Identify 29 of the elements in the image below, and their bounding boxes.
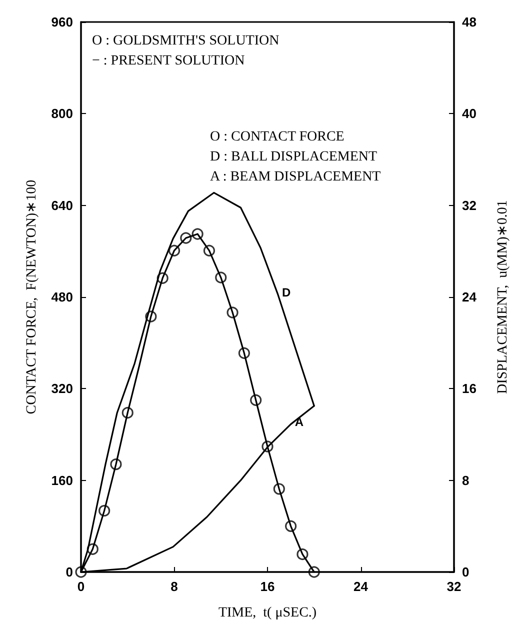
x-tick-label: 16 bbox=[260, 579, 275, 594]
y2-tick-label: 8 bbox=[462, 472, 470, 488]
y2-tick-label: 16 bbox=[462, 381, 476, 396]
annotation: A : BEAM DISPLACEMENT bbox=[210, 170, 382, 184]
y-tick-label: 960 bbox=[51, 14, 73, 30]
y-tick-label: 640 bbox=[51, 198, 73, 213]
x-tick-label: 8 bbox=[170, 579, 178, 594]
annotation: O : GOLDSMITH'S SOLUTION bbox=[92, 34, 280, 48]
y-tick-label: 160 bbox=[51, 472, 73, 488]
y-tick-label: 320 bbox=[51, 381, 73, 396]
y-tick-label: 0 bbox=[66, 564, 73, 580]
y2-tick-label: 40 bbox=[462, 106, 476, 122]
y2-tick-label: 48 bbox=[462, 14, 476, 30]
x-axis-title: TIME, t( μSEC.) bbox=[218, 606, 317, 620]
annotation: D : BALL DISPLACEMENT bbox=[210, 150, 378, 164]
y2-axis-title: DISPLACEMENT, u(MM)∗0.01 bbox=[496, 200, 510, 394]
y2-tick-label: 24 bbox=[462, 290, 478, 304]
y-tick-label: 480 bbox=[51, 290, 73, 304]
annotation: D bbox=[282, 286, 291, 300]
y2-tick-label: 32 bbox=[462, 198, 476, 213]
x-tick-label: 24 bbox=[354, 579, 369, 594]
x-tick-label: 0 bbox=[77, 579, 85, 594]
annotation: − : PRESENT SOLUTION bbox=[92, 54, 245, 68]
annotation: O : CONTACT FORCE bbox=[210, 130, 344, 144]
y-axis-title: CONTACT FORCE, F(NEWTON)∗100 bbox=[24, 180, 40, 414]
annotation: A bbox=[294, 415, 304, 430]
y2-tick-label: 0 bbox=[462, 564, 470, 580]
x-tick-label: 32 bbox=[446, 579, 462, 594]
y-tick-label: 800 bbox=[51, 106, 73, 122]
